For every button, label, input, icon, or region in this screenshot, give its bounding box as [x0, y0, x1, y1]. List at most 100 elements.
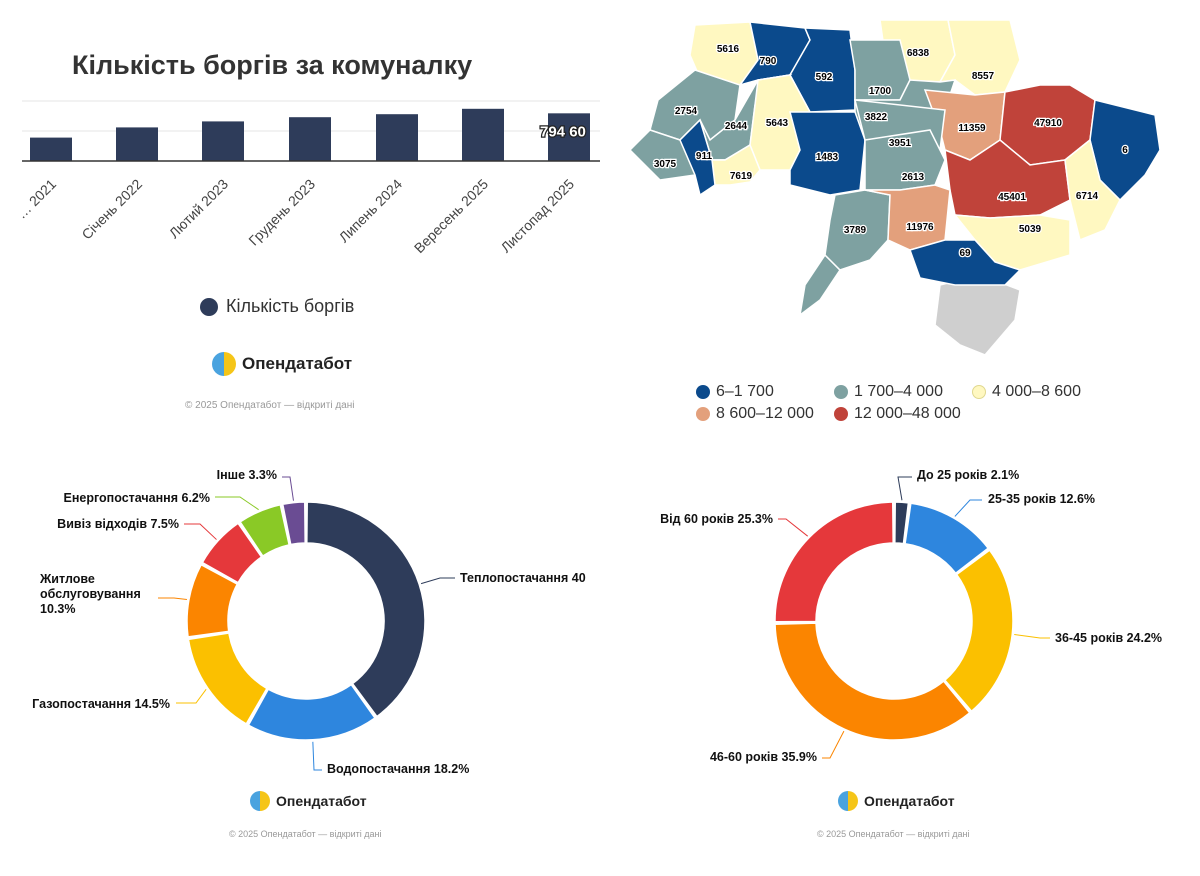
- connector-line: [312, 741, 322, 771]
- bar[interactable]: [202, 121, 244, 161]
- region-value-label: 11359: [958, 123, 986, 134]
- map-region-crimea[interactable]: [934, 274, 1021, 356]
- region-value-label: 2754: [675, 106, 698, 117]
- connector-line: [420, 577, 455, 585]
- donut-slice[interactable]: [894, 501, 910, 545]
- legend-marker: [972, 385, 986, 399]
- map-legend-item[interactable]: 4 000–8 600: [972, 383, 1081, 401]
- slice-label: Від 60 років 25.3%: [660, 512, 773, 526]
- x-tick-label: Листопад 2025: [497, 176, 577, 256]
- slice-label: Енергопостачання 6.2%: [64, 491, 210, 505]
- donut-slice[interactable]: [247, 683, 376, 741]
- connector-line: [1014, 633, 1050, 639]
- slice-label: До 25 років 2.1%: [917, 468, 1019, 482]
- bar[interactable]: [116, 127, 158, 161]
- x-tick-label: Лютий 2023: [166, 176, 232, 242]
- connector-line: [176, 689, 207, 704]
- map-region[interactable]: [711, 143, 761, 186]
- donut-slice[interactable]: [201, 522, 263, 584]
- donut-slice[interactable]: [944, 549, 1014, 712]
- bar-chart-panel: Кількість боргів за комуналку 794 60 … 20…: [0, 0, 600, 430]
- brand-logo: Опендатабот: [250, 791, 367, 811]
- brand-name: Опендатабот: [276, 793, 367, 809]
- copyright: © 2025 Опендатабот — відкриті дані: [229, 829, 382, 839]
- region-value-label: 8557: [972, 71, 995, 82]
- map-region[interactable]: [789, 111, 866, 196]
- legend-label: 8 600–12 000: [716, 405, 814, 422]
- bar[interactable]: [548, 113, 590, 161]
- map-region[interactable]: [1064, 138, 1121, 242]
- slice-label: Житлове: [39, 572, 95, 586]
- brand-name: Опендатабот: [864, 793, 955, 809]
- donut-slice[interactable]: [306, 501, 426, 718]
- map-region[interactable]: [909, 239, 1022, 286]
- region-value-label: 7619: [730, 171, 753, 182]
- data-label: 794 60: [540, 123, 586, 140]
- brand-name: Опендатабот: [242, 354, 353, 373]
- connector-line: [215, 496, 259, 511]
- legend-label: 12 000–48 000: [854, 405, 961, 422]
- brand-icon: [250, 791, 270, 811]
- map-region[interactable]: [789, 27, 856, 113]
- region-value-label: 911: [696, 151, 713, 162]
- connector-line: [897, 476, 912, 501]
- connector-line: [158, 597, 187, 600]
- donut-slice[interactable]: [186, 564, 239, 638]
- copyright: © 2025 Опендатабот — відкриті дані: [817, 829, 970, 839]
- slice-label: Вивіз відходів 7.5%: [57, 517, 179, 531]
- region-value-label: 5643: [766, 118, 789, 129]
- donut-slice[interactable]: [774, 501, 894, 623]
- donut-slice[interactable]: [187, 632, 268, 725]
- legend-marker: [696, 407, 710, 421]
- slice-label: Водопостачання 18.2%: [327, 762, 469, 776]
- x-tick-label: … 2021: [13, 176, 59, 222]
- legend-label: 6–1 700: [716, 383, 774, 400]
- utility-type-donut: Теплопостачання 40 Водопостачання 18.2% Га…: [32, 468, 586, 776]
- donut-slice[interactable]: [904, 502, 989, 575]
- region-value-label: 6714: [1076, 191, 1099, 202]
- donut-slice[interactable]: [774, 622, 971, 741]
- map-legend-item[interactable]: 1 700–4 000: [834, 383, 943, 401]
- connector-line: [822, 730, 845, 759]
- slice-label: 10.3%: [40, 602, 75, 616]
- legend-marker: [200, 297, 218, 316]
- connector-line: [954, 499, 982, 517]
- map-legend-item[interactable]: 6–1 700: [696, 383, 774, 401]
- x-tick-label: Грудень 2023: [245, 176, 318, 249]
- slice-label: Інше 3.3%: [217, 468, 277, 482]
- region-value-label: 11976: [906, 222, 934, 233]
- region-value-label: 3789: [844, 225, 867, 236]
- bar[interactable]: [462, 108, 504, 161]
- legend-marker: [696, 385, 710, 399]
- brand-logo: Опендатабот: [838, 791, 955, 811]
- connector-line: [778, 518, 809, 537]
- map-legend-item[interactable]: 8 600–12 000: [696, 405, 814, 423]
- bar[interactable]: [376, 114, 418, 161]
- region-value-label: 6: [1122, 145, 1128, 156]
- utility-type-donut-panel: Теплопостачання 40 Водопостачання 18.2% Га…: [0, 440, 600, 876]
- bar[interactable]: [30, 137, 72, 161]
- region-value-label: 6838: [907, 48, 930, 59]
- region-value-label: 1483: [816, 152, 839, 163]
- map-legend-item[interactable]: 12 000–48 000: [834, 405, 961, 423]
- region-value-label: 5616: [717, 44, 740, 55]
- region-value-label: 3951: [889, 138, 912, 149]
- bar[interactable]: [289, 117, 331, 161]
- region-value-label: 2613: [902, 172, 925, 183]
- legend-label: 4 000–8 600: [992, 383, 1081, 400]
- connector-line: [282, 476, 294, 501]
- bar-legend[interactable]: Кількість боргів: [200, 296, 354, 317]
- age-group-donut: До 25 років 2.1% 25-35 років 12.6% 36-45 р…: [660, 468, 1162, 764]
- legend-marker: [834, 407, 848, 421]
- slice-label: Теплопостачання 40: [460, 571, 586, 585]
- brand-logo: Опендатабот: [212, 352, 352, 376]
- donut-slice[interactable]: [239, 504, 290, 557]
- age-group-donut-panel: До 25 років 2.1% 25-35 років 12.6% 36-45 р…: [600, 440, 1200, 876]
- connector-line: [184, 523, 217, 540]
- slice-label: 46-60 років 35.9%: [710, 750, 817, 764]
- donut-slice[interactable]: [281, 501, 306, 546]
- brand-icon: [212, 352, 236, 376]
- region-value-label: 3822: [865, 112, 888, 123]
- legend-label: 1 700–4 000: [854, 383, 943, 400]
- slice-label: Газопостачання 14.5%: [32, 697, 170, 711]
